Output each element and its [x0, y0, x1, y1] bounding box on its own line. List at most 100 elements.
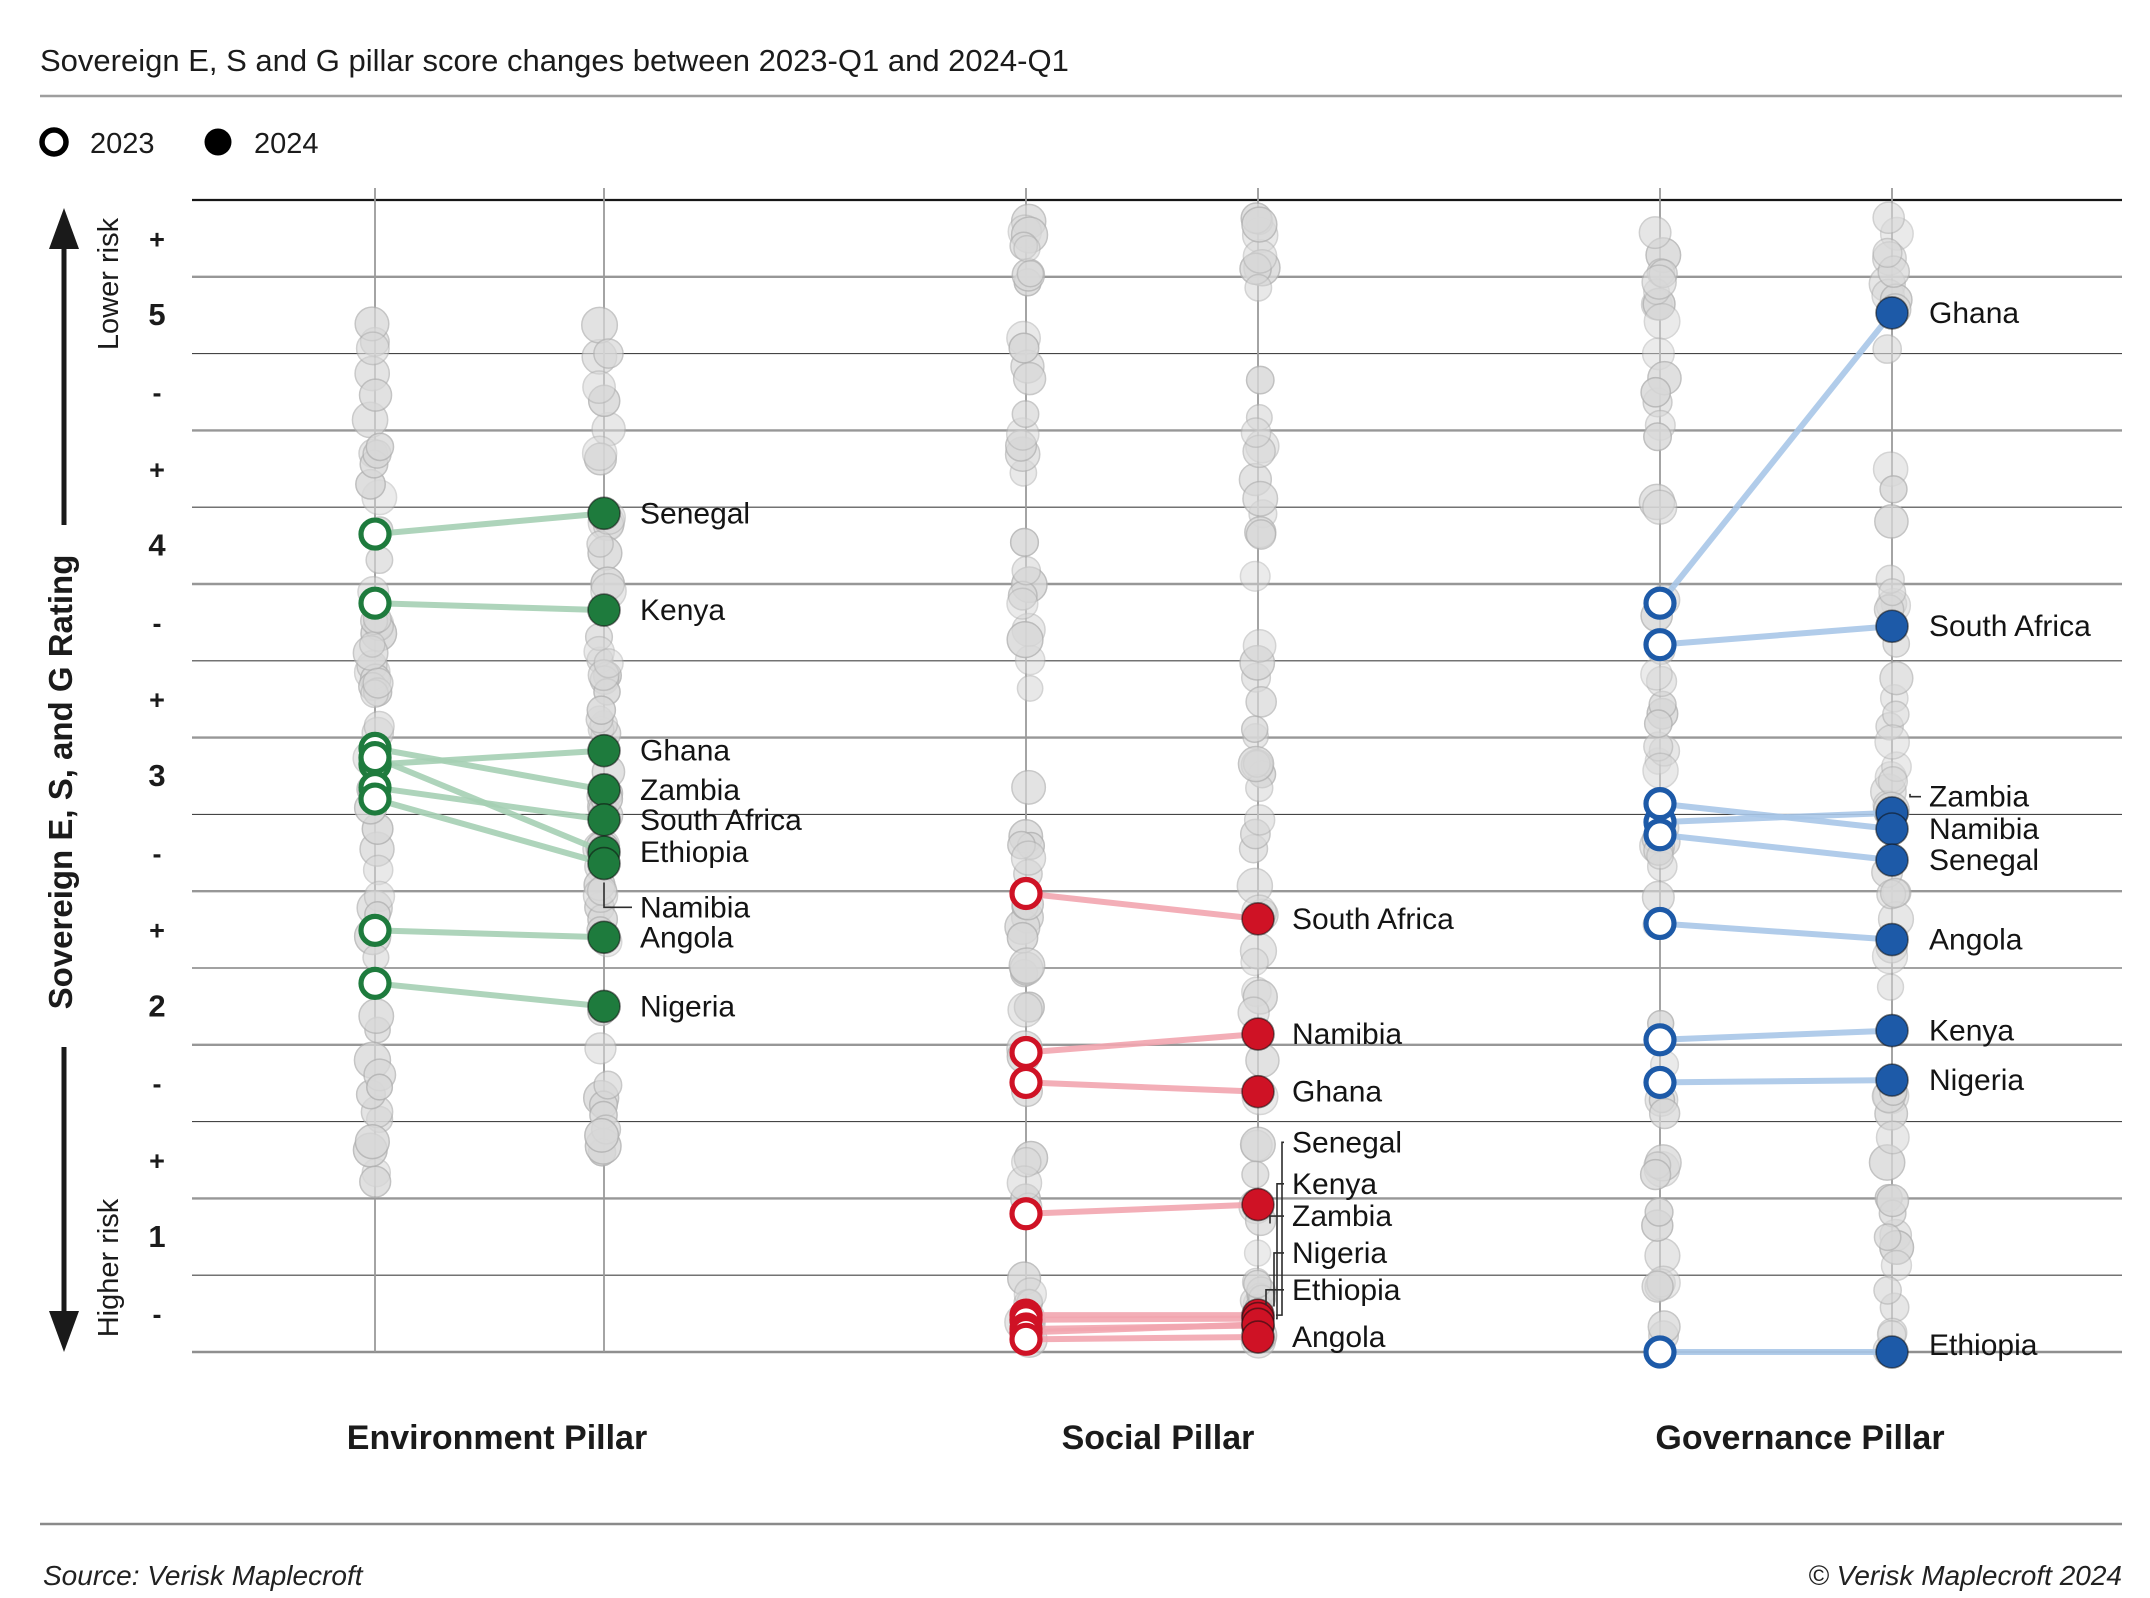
dot-2024: [1241, 1320, 1275, 1354]
background-dot: [358, 998, 395, 1035]
dot-2023: [358, 586, 392, 620]
background-dot: [1872, 334, 1903, 364]
background-dot: [1876, 1184, 1910, 1218]
y-tick-label: 1: [148, 1219, 165, 1254]
open-circle-icon: [39, 127, 69, 157]
background-dot: [1878, 578, 1907, 607]
country-label: Angola: [640, 921, 734, 954]
background-dot: [1644, 1197, 1674, 1227]
slope-line: [1025, 1079, 1259, 1095]
dot-2024: [587, 496, 621, 531]
background-dot: [584, 1117, 620, 1153]
slope-line: [1659, 1077, 1893, 1086]
dot-2023: [1009, 876, 1043, 911]
background-dot: [1007, 992, 1043, 1028]
background-dot: [1880, 1249, 1913, 1282]
background-dot: [1648, 1097, 1681, 1130]
country-label: Ghana: [1292, 1076, 1382, 1109]
dot-2023: [1643, 628, 1677, 662]
background-dot: [582, 370, 616, 405]
background-dot: [1011, 400, 1040, 429]
background-dot: [1872, 201, 1905, 235]
country-label: Kenya: [1929, 1015, 2014, 1048]
leader-line: [603, 882, 632, 909]
country-label: Senegal: [1929, 844, 2039, 877]
background-dot: [365, 432, 395, 462]
legend-label-2023: 2023: [90, 128, 155, 160]
y-tick-label: 5: [148, 297, 165, 332]
background-dot: [1642, 489, 1678, 525]
y-tick-label: +: [149, 224, 165, 254]
dot-2023: [1009, 1035, 1043, 1070]
background-dot: [593, 1070, 623, 1100]
dot-2024: [1875, 843, 1909, 877]
background-dot: [362, 854, 394, 886]
background-dot: [1006, 587, 1039, 620]
background-dot: [1874, 724, 1910, 760]
background-dot: [354, 1124, 390, 1160]
dot-2023: [358, 782, 392, 816]
background-dot: [366, 1073, 394, 1101]
footer: Source: Verisk Maplecroft © Verisk Maple…: [40, 1522, 2122, 1591]
higher-risk-label: Higher risk: [93, 1198, 125, 1337]
background-dot: [1243, 804, 1276, 836]
y-tick-label: 2: [148, 988, 165, 1023]
background-dot: [1879, 877, 1911, 909]
slope-line: [1025, 1315, 1259, 1323]
y-tick-label: 3: [148, 758, 165, 793]
background-dot: [1010, 840, 1047, 876]
country-label: Ethiopia: [640, 836, 749, 869]
country-label: Ethiopia: [1292, 1274, 1401, 1307]
pillar-group-2: South Africa Namibia Ghana Senegal KenyaZamb…: [1009, 876, 1454, 1356]
dot-2024: [1875, 1335, 1909, 1369]
dot-2023: [1643, 586, 1677, 620]
background-dot: [359, 1165, 392, 1198]
background-dot: [1245, 365, 1275, 395]
country-label: Angola: [1929, 924, 2023, 957]
pillar-title: Social Pillar: [1062, 1419, 1255, 1457]
background-dot: [1872, 237, 1903, 269]
country-label: Ghana: [640, 735, 730, 768]
background-dot: [1241, 1160, 1270, 1189]
leader-line: [1269, 1215, 1284, 1224]
dot-2024: [1875, 609, 1909, 644]
arrow-up-head-icon: [49, 208, 79, 249]
background-dot: [1011, 1146, 1042, 1178]
background-dot: [1640, 376, 1672, 408]
background-dot: [1245, 519, 1277, 550]
background-dot: [362, 943, 390, 972]
slope-line: [1659, 831, 1893, 864]
background-dot: [1876, 973, 1905, 1001]
y-tick-label: -: [153, 1069, 162, 1099]
leader-line: [1273, 1252, 1284, 1307]
background-dot: [1241, 206, 1278, 243]
country-label: Senegal: [640, 497, 750, 530]
pillar-titles-layer: Environment Pillar Social Pillar Governanc…: [347, 1419, 1945, 1457]
country-label: Nigeria: [640, 990, 735, 1023]
country-label: Zambia: [1929, 781, 2029, 814]
background-dot: [1240, 715, 1269, 744]
background-dot: [1643, 422, 1673, 452]
background-dot: [1013, 234, 1041, 263]
leader-line: [1276, 1183, 1284, 1320]
country-label: Kenya: [640, 594, 725, 627]
country-label: South Africa: [1929, 610, 2091, 643]
background-dot: [1879, 475, 1908, 504]
slope-line: [374, 510, 605, 538]
dot-2023: [358, 913, 392, 947]
leader-line: [1909, 793, 1921, 798]
background-dot: [1641, 264, 1677, 300]
background-dot: [1875, 1120, 1910, 1155]
dot-2024: [587, 773, 621, 807]
slope-line: [374, 600, 605, 614]
slope-line: [374, 745, 605, 793]
background-dot: [1642, 752, 1679, 789]
source-note: Source: Verisk Maplecroft: [43, 1560, 364, 1591]
country-label: Zambia: [1292, 1200, 1392, 1233]
slope-line: [1657, 311, 1895, 606]
background-dot: [365, 546, 394, 575]
legend-label-2024: 2024: [254, 128, 319, 160]
y-tick-label: 4: [148, 528, 166, 563]
background-dot: [358, 378, 393, 412]
